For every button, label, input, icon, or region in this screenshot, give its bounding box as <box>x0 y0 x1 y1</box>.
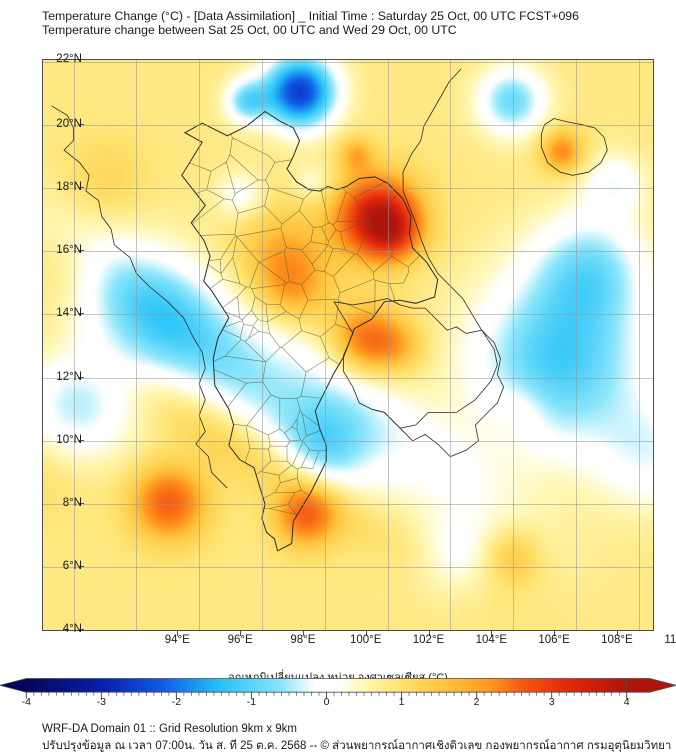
svg-text:-3: -3 <box>97 696 106 705</box>
svg-text:3: 3 <box>549 696 555 705</box>
svg-text:-1: -1 <box>247 696 256 705</box>
svg-text:-2: -2 <box>172 696 181 705</box>
svg-text:4: 4 <box>624 696 630 705</box>
svg-text:1: 1 <box>399 696 405 705</box>
svg-text:0: 0 <box>324 696 330 705</box>
svg-text:-4: -4 <box>22 696 31 705</box>
svg-text:2: 2 <box>474 696 480 705</box>
